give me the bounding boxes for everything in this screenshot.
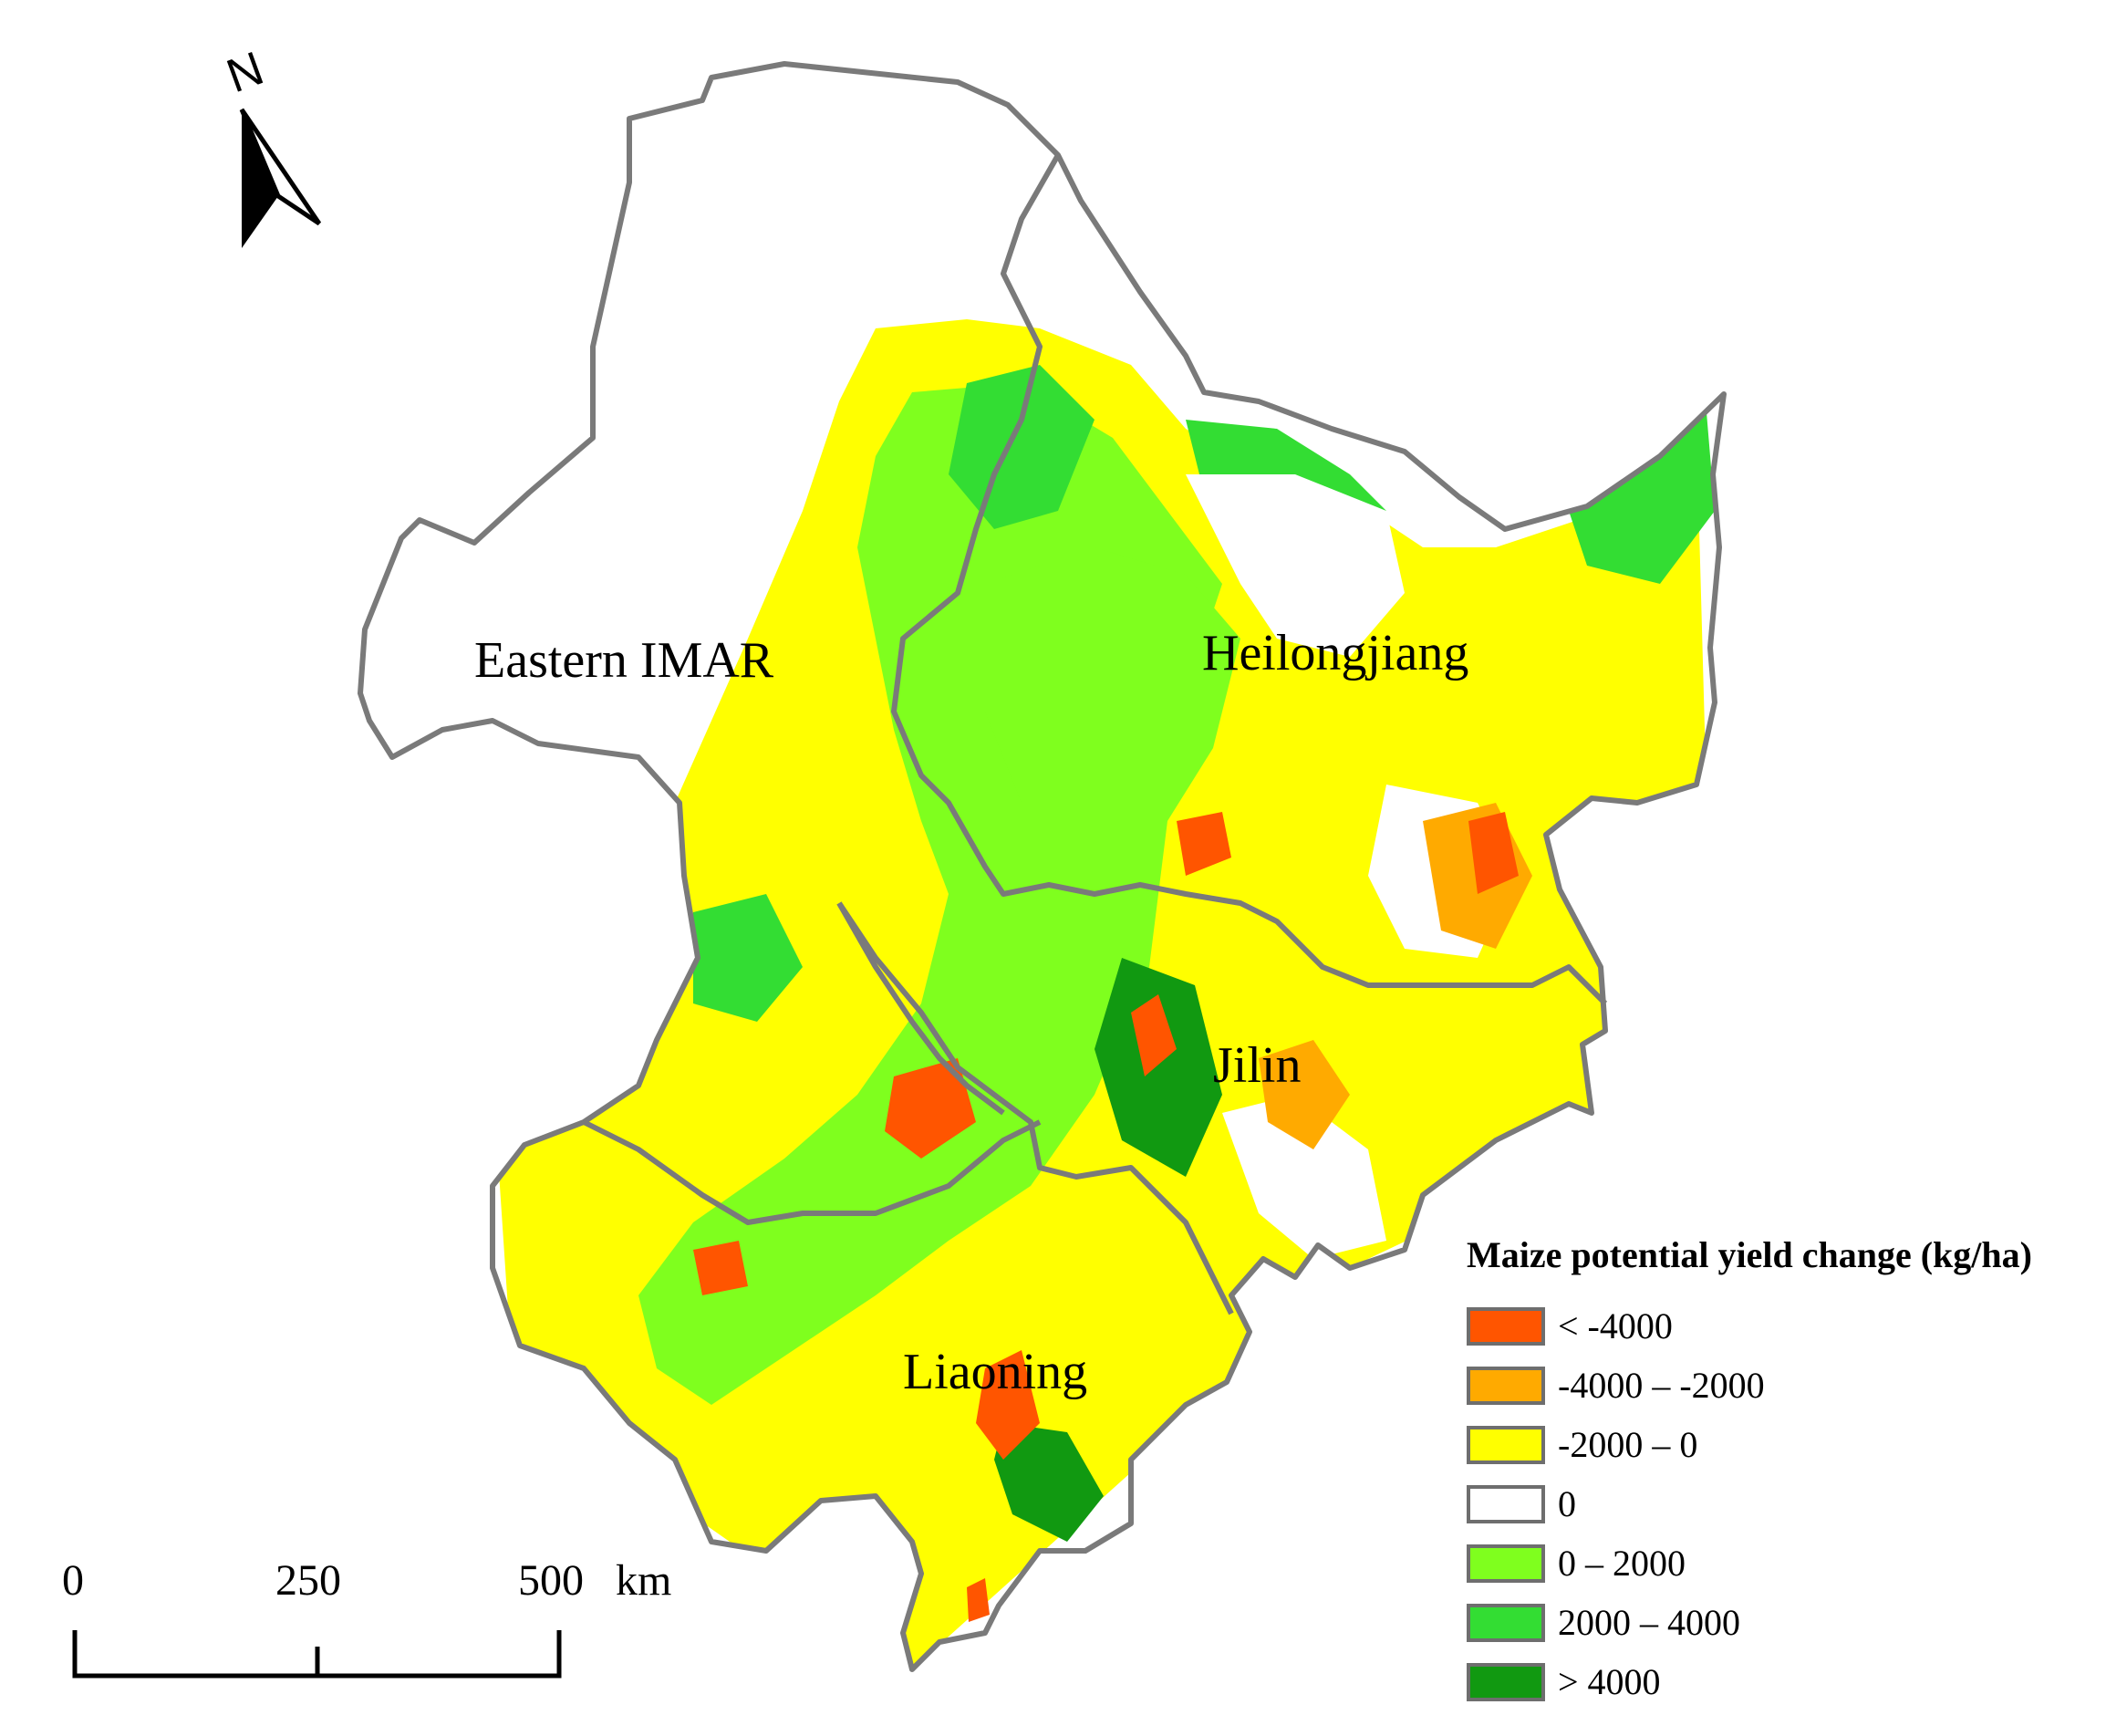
- zone-white-north: [593, 78, 1058, 429]
- zone-red-east: [1468, 812, 1519, 894]
- legend-label: -2000 – 0: [1558, 1424, 1698, 1465]
- legend-item: -4000 – -2000: [1467, 1356, 2087, 1415]
- north-arrow-icon: N: [201, 42, 337, 265]
- legend-label: < -4000: [1558, 1305, 1673, 1346]
- region-label-imar: Eastern IMAR: [474, 632, 774, 689]
- legend-item: > 4000: [1467, 1652, 2087, 1711]
- scale-tick-0: 0: [62, 1556, 84, 1605]
- boundary-heilongjiang: [891, 153, 1608, 1006]
- scale-unit: km: [616, 1556, 672, 1605]
- legend-item: 2000 – 4000: [1467, 1593, 2087, 1652]
- north-arrow-right-half: [239, 108, 322, 226]
- scale-tick-250: 250: [275, 1556, 341, 1605]
- zone-red-harbin: [1177, 812, 1231, 876]
- scale-tick-500: 500: [518, 1556, 584, 1605]
- legend-swatch: [1467, 1544, 1545, 1583]
- boundary-jilin-liaoning: [836, 901, 1234, 1315]
- zone-orange-west: [529, 912, 638, 1040]
- region-label-jilin: Jilin: [1213, 1037, 1301, 1094]
- legend-item: < -4000: [1467, 1296, 2087, 1356]
- zone-white-changbai-s: [1222, 1095, 1386, 1259]
- zone-red-sw: [693, 1241, 748, 1295]
- legend-swatch: [1467, 1603, 1545, 1642]
- scale-bar: 0 250 500 km: [55, 1555, 671, 1683]
- north-label: N: [220, 46, 270, 103]
- zone-red-dalian: [967, 1578, 990, 1622]
- legend-item: -2000 – 0: [1467, 1415, 2087, 1474]
- legend-item: 0 – 2000: [1467, 1533, 2087, 1593]
- legend-label: 0 – 2000: [1558, 1543, 1686, 1584]
- zone-orange-jilin: [1259, 1040, 1350, 1149]
- zone-green-east: [1569, 401, 1715, 584]
- legend-swatch: [1467, 1662, 1545, 1701]
- legend-swatch: [1467, 1484, 1545, 1523]
- legend-label: > 4000: [1558, 1661, 1661, 1702]
- zone-white-liaodong: [1250, 1332, 1341, 1441]
- boundary-jilin-imar: [836, 901, 1005, 1116]
- legend: Maize potential yield change (kg/ha) < -…: [1467, 1233, 2087, 1711]
- scale-bar-line: [72, 1630, 562, 1679]
- region-label-liaoning: Liaoning: [903, 1344, 1087, 1400]
- legend-swatch: [1467, 1306, 1545, 1346]
- region-label-heilongjiang: Heilongjiang: [1202, 625, 1468, 681]
- legend-label: 0: [1558, 1483, 1576, 1524]
- zone-red-liaoning: [976, 1350, 1040, 1460]
- legend-label: 2000 – 4000: [1558, 1602, 1740, 1643]
- legend-swatch: [1467, 1366, 1545, 1405]
- zone-dark-green-jilin: [1094, 958, 1222, 1177]
- legend-item: 0: [1467, 1474, 2087, 1533]
- legend-title: Maize potential yield change (kg/ha): [1467, 1234, 2032, 1275]
- zone-songnen-plain: [985, 547, 1240, 839]
- boundary-imar-liaoning: [582, 1119, 1042, 1225]
- zone-red-changchun: [1131, 994, 1177, 1076]
- zone-white-imar: [360, 411, 784, 785]
- zone-dark-green-liaodong: [994, 1423, 1104, 1542]
- zone-red-west-jilin: [885, 1058, 976, 1159]
- province-boundaries: [360, 64, 1724, 1669]
- legend-items: < -4000 -4000 – -2000 -2000 – 0 0 0 – 2000 20…: [1467, 1296, 2087, 1711]
- north-arrow-left-half: [242, 109, 278, 248]
- zone-green-west: [693, 894, 803, 1022]
- legend-label: -4000 – -2000: [1558, 1365, 1765, 1406]
- zone-white-xiaoxing: [1186, 474, 1405, 657]
- zone-green-north: [949, 365, 1094, 529]
- legend-swatch: [1467, 1425, 1545, 1464]
